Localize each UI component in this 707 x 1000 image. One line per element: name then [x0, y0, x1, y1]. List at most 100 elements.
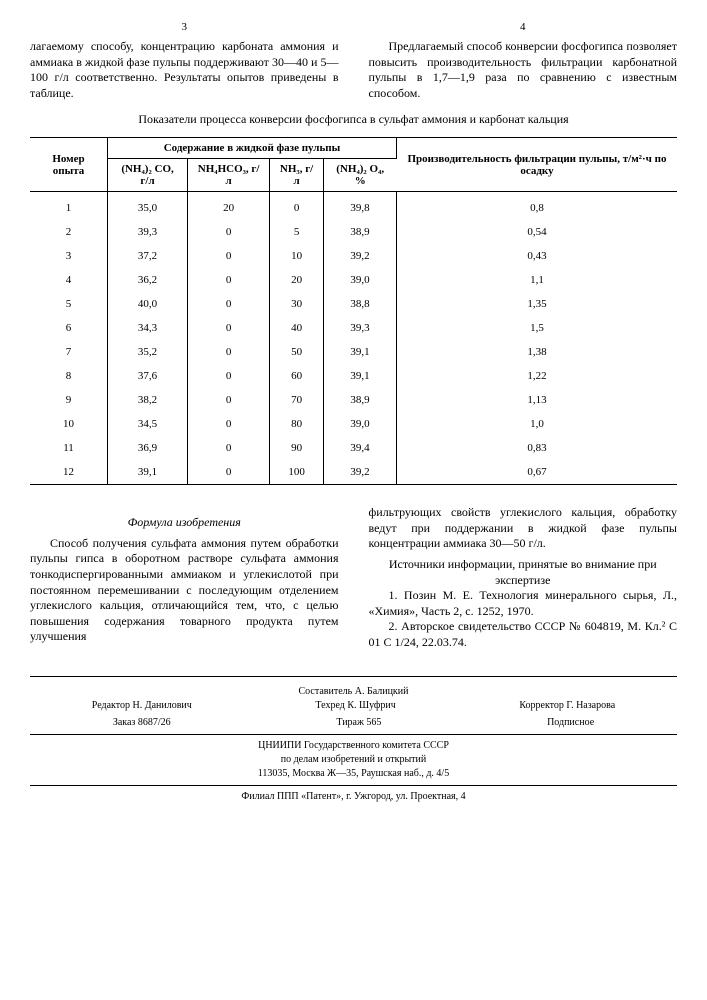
table-cell: 0	[188, 340, 270, 364]
table-cell: 20	[188, 192, 270, 221]
table-cell: 12	[30, 460, 108, 485]
table-cell: 10	[270, 244, 324, 268]
th-col4: NH₃, г/л	[270, 159, 324, 192]
footer-editor: Редактор Н. Данилович	[92, 699, 192, 713]
th-col5: (NH₄)₂ O₄, %	[323, 159, 396, 192]
table-cell: 1,13	[396, 388, 677, 412]
footer-techred: Техред К. Шуфрич	[315, 699, 395, 713]
top-text-right: Предлагаемый способ конверсии фосфогипса…	[369, 39, 678, 101]
table-row: 436,202039,01,1	[30, 268, 677, 292]
table-cell: 39,1	[323, 364, 396, 388]
th-exp-num: Номер опыта	[30, 138, 108, 192]
table-cell: 0	[188, 460, 270, 485]
footer-addr1: 113035, Москва Ж—35, Раушская наб., д. 4…	[30, 767, 677, 781]
footer-corrector: Корректор Г. Назарова	[519, 699, 615, 713]
page-num-right: 4	[369, 20, 678, 34]
table-cell: 50	[270, 340, 324, 364]
page-header: 3 лагаемому способу, концентрацию карбон…	[30, 20, 677, 102]
table-row: 837,606039,11,22	[30, 364, 677, 388]
table-cell: 0	[188, 220, 270, 244]
footer-podpisnoe: Подписное	[547, 716, 594, 730]
table-cell: 34,3	[108, 316, 188, 340]
table-cell: 90	[270, 436, 324, 460]
table-row: 239,30538,90,54	[30, 220, 677, 244]
table-cell: 39,2	[323, 244, 396, 268]
table-cell: 2	[30, 220, 108, 244]
table-cell: 0	[188, 244, 270, 268]
formula-left: Способ получения сульфата аммония путем …	[30, 536, 339, 645]
table-cell: 30	[270, 292, 324, 316]
table-cell: 39,0	[323, 412, 396, 436]
table-cell: 100	[270, 460, 324, 485]
table-row: 540,003038,81,35	[30, 292, 677, 316]
table-cell: 39,2	[323, 460, 396, 485]
th-col3: NH₄HCO₃, г/л	[188, 159, 270, 192]
sources-title: Источники информации, принятые во вниман…	[369, 557, 678, 588]
footer-composer: Составитель А. Балицкий	[30, 685, 677, 699]
table-cell: 0,67	[396, 460, 677, 485]
table-cell: 5	[30, 292, 108, 316]
table-row: 735,205039,11,38	[30, 340, 677, 364]
table-cell: 39,0	[323, 268, 396, 292]
table-cell: 0	[188, 316, 270, 340]
table-cell: 6	[30, 316, 108, 340]
table-cell: 8	[30, 364, 108, 388]
table-cell: 38,9	[323, 388, 396, 412]
footer-order: Заказ 8687/26	[113, 716, 171, 730]
table-cell: 80	[270, 412, 324, 436]
table-cell: 20	[270, 268, 324, 292]
table-cell: 0,43	[396, 244, 677, 268]
table-cell: 0,83	[396, 436, 677, 460]
table-row: 337,201039,20,43	[30, 244, 677, 268]
table-cell: 0	[188, 412, 270, 436]
table-cell: 60	[270, 364, 324, 388]
table-cell: 38,9	[323, 220, 396, 244]
table-title: Показатели процесса конверсии фосфогипса…	[30, 112, 677, 128]
table-cell: 1,5	[396, 316, 677, 340]
footer-org1: ЦНИИПИ Государственного комитета СССР	[30, 739, 677, 753]
table-cell: 5	[270, 220, 324, 244]
table-cell: 0	[270, 192, 324, 221]
table-cell: 36,2	[108, 268, 188, 292]
table-cell: 0	[188, 292, 270, 316]
table-cell: 7	[30, 340, 108, 364]
formula-title: Формула изобретения	[30, 515, 339, 531]
table-cell: 39,1	[108, 460, 188, 485]
th-col2: (NH₄)₂ CO, г/л	[108, 159, 188, 192]
table-cell: 39,1	[323, 340, 396, 364]
table-cell: 35,2	[108, 340, 188, 364]
table-cell: 36,9	[108, 436, 188, 460]
table-cell: 4	[30, 268, 108, 292]
table-cell: 1,22	[396, 364, 677, 388]
table-cell: 0	[188, 388, 270, 412]
table-row: 135,020039,80,8	[30, 192, 677, 221]
formula-section: Формула изобретения Способ получения сул…	[30, 505, 677, 650]
table-cell: 39,3	[108, 220, 188, 244]
th-productivity: Производительность фильтрации пульпы, т/…	[396, 138, 677, 192]
table-cell: 39,8	[323, 192, 396, 221]
table-cell: 3	[30, 244, 108, 268]
table-cell: 1,1	[396, 268, 677, 292]
data-table: Номер опыта Содержание в жидкой фазе пул…	[30, 137, 677, 485]
source-2: 2. Авторское свидетельство СССР № 604819…	[369, 619, 678, 650]
footer-org2: по делам изобретений и открытий	[30, 753, 677, 767]
table-cell: 1	[30, 192, 108, 221]
table-cell: 9	[30, 388, 108, 412]
table-row: 938,207038,91,13	[30, 388, 677, 412]
table-cell: 1,35	[396, 292, 677, 316]
table-row: 1136,909039,40,83	[30, 436, 677, 460]
table-cell: 40,0	[108, 292, 188, 316]
table-cell: 35,0	[108, 192, 188, 221]
th-group: Содержание в жидкой фазе пульпы	[108, 138, 397, 159]
table-row: 634,304039,31,5	[30, 316, 677, 340]
table-cell: 11	[30, 436, 108, 460]
table-cell: 39,3	[323, 316, 396, 340]
table-cell: 39,4	[323, 436, 396, 460]
table-cell: 1,38	[396, 340, 677, 364]
page-num-left: 3	[30, 20, 339, 34]
table-cell: 0,54	[396, 220, 677, 244]
table-cell: 70	[270, 388, 324, 412]
table-cell: 37,6	[108, 364, 188, 388]
table-cell: 38,2	[108, 388, 188, 412]
table-cell: 37,2	[108, 244, 188, 268]
